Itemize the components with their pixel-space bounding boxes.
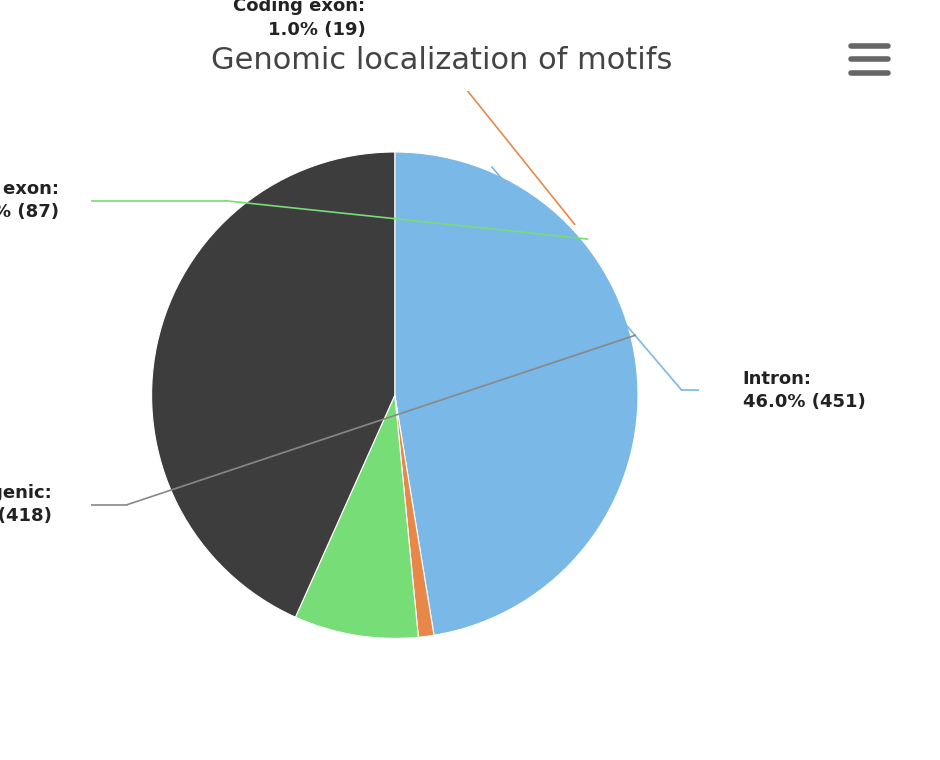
Text: Intergenic:
42.0% (418): Intergenic: 42.0% (418) [0, 484, 52, 525]
Text: Non-coding exon:
8.0% (87): Non-coding exon: 8.0% (87) [0, 180, 59, 221]
Wedge shape [395, 152, 638, 635]
Text: Coding exon:
1.0% (19): Coding exon: 1.0% (19) [233, 0, 366, 39]
Wedge shape [395, 395, 434, 637]
Wedge shape [295, 395, 418, 638]
Text: Genomic localization of motifs: Genomic localization of motifs [212, 46, 672, 74]
Text: Intron:
46.0% (451): Intron: 46.0% (451) [743, 369, 866, 411]
Wedge shape [151, 152, 395, 617]
